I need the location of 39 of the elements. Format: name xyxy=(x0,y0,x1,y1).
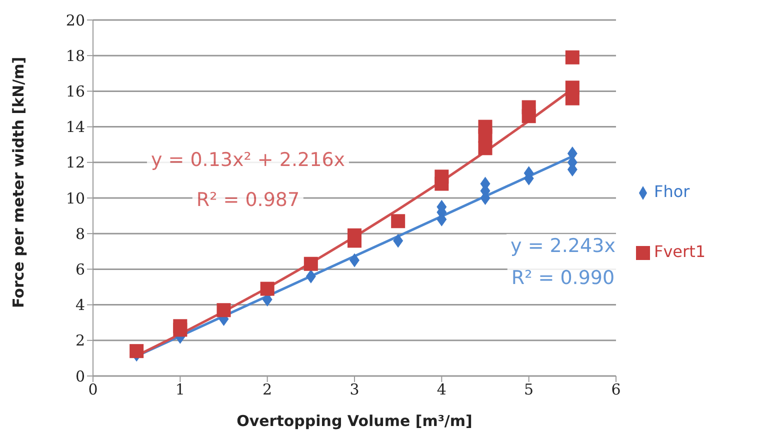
x-tick-label: 2 xyxy=(262,380,272,399)
point xyxy=(565,50,580,64)
point xyxy=(478,120,492,134)
point xyxy=(304,256,318,271)
point xyxy=(434,170,449,184)
point xyxy=(391,214,406,228)
point xyxy=(522,100,536,114)
legend-label: Fhor xyxy=(654,182,690,201)
y-tick-label: 18 xyxy=(66,46,85,65)
x-tick-label: 5 xyxy=(524,380,534,399)
point xyxy=(130,344,144,358)
legend-label: Fvert1 xyxy=(654,242,706,261)
y-tick-label: 10 xyxy=(66,189,85,208)
x-tick-label: 6 xyxy=(611,380,621,399)
point xyxy=(565,80,580,95)
y-tick-label: 14 xyxy=(66,118,85,136)
y-tick-label: 8 xyxy=(75,224,85,243)
y-tick-label: 4 xyxy=(75,296,85,314)
y-tick-label: 0 xyxy=(75,367,85,386)
y-axis-title: Force per meter width [kN/m] xyxy=(9,56,28,308)
annotation: y = 0.13x² + 2.216x xyxy=(146,148,350,172)
point xyxy=(216,303,231,318)
point xyxy=(306,269,316,284)
x-tick-label: 3 xyxy=(350,380,360,399)
x-tick-label: 0 xyxy=(88,380,98,399)
annotation: y = 2.243x xyxy=(506,234,620,258)
point xyxy=(260,282,274,296)
y-tick-label: 16 xyxy=(66,82,85,101)
x-tick-label: 1 xyxy=(175,380,185,399)
y-tick-label: 6 xyxy=(75,260,85,279)
annotation: R² = 0.987 xyxy=(192,188,304,212)
y-tick-label: 20 xyxy=(66,11,85,30)
point xyxy=(393,234,404,248)
point xyxy=(173,319,188,334)
y-tick-label: 2 xyxy=(75,332,85,350)
y-tick-label: 12 xyxy=(66,154,85,172)
x-tick-label: 4 xyxy=(436,380,446,399)
x-axis-title: Overtopping Volume [m³/m] xyxy=(236,412,472,430)
annotation: R² = 0.990 xyxy=(507,266,619,290)
